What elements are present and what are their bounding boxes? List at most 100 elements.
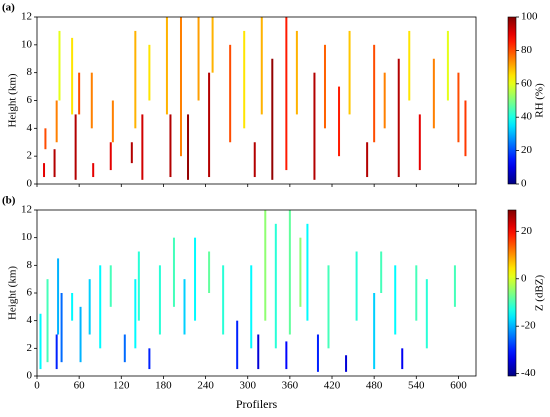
profile-segment bbox=[78, 72, 81, 115]
profile-segment bbox=[137, 251, 140, 321]
profile-segment bbox=[60, 293, 63, 363]
profile-segment bbox=[148, 348, 151, 370]
profile-segment bbox=[158, 265, 161, 335]
profile-segment bbox=[88, 279, 91, 335]
colorbar-tick-label: 0 bbox=[521, 178, 527, 190]
y-tick-label: 0 bbox=[27, 370, 33, 382]
x-tick-label: 600 bbox=[450, 380, 467, 392]
profile-segment bbox=[43, 163, 46, 178]
colorbar-tick-label: 60 bbox=[521, 77, 533, 89]
profile-segment bbox=[183, 279, 186, 335]
profile-segment bbox=[39, 313, 42, 370]
profile-segment bbox=[285, 17, 288, 171]
colorbar bbox=[507, 16, 517, 185]
x-axis-label: Profilers bbox=[236, 397, 278, 411]
profile-segment bbox=[323, 44, 326, 129]
profile-segment bbox=[306, 223, 309, 321]
profile-segment bbox=[425, 279, 428, 349]
y-axis-label: Height (km) bbox=[7, 266, 19, 320]
x-tick-label: 60 bbox=[74, 380, 86, 392]
profile-segment bbox=[79, 306, 82, 363]
profile-segment bbox=[211, 17, 214, 73]
colorbar-tick-label: 100 bbox=[521, 11, 538, 23]
profile-segment bbox=[141, 114, 144, 180]
colorbar-tick-label: -40 bbox=[521, 367, 536, 379]
profile-segment bbox=[299, 237, 302, 307]
y-tick-label: 8 bbox=[27, 259, 33, 271]
profile-segment bbox=[401, 348, 404, 370]
profile-segment bbox=[327, 265, 330, 349]
profile-segment bbox=[408, 30, 411, 101]
profile-segment bbox=[55, 334, 58, 370]
y-tick-label: 12 bbox=[21, 204, 32, 216]
colorbar-label: Z (dBZ) bbox=[534, 274, 546, 311]
profile-segment bbox=[57, 258, 60, 335]
x-tick-label: 540 bbox=[408, 380, 425, 392]
profile-segment bbox=[44, 128, 47, 150]
profile-segment bbox=[464, 100, 467, 157]
profile-segment bbox=[53, 149, 56, 178]
colorbar-tick-label: 40 bbox=[521, 111, 533, 123]
profile-segment bbox=[295, 30, 298, 115]
colorbar bbox=[507, 209, 517, 377]
profile-segment bbox=[457, 72, 460, 143]
profile-segment bbox=[229, 44, 232, 143]
profile-segment bbox=[453, 265, 456, 307]
profile-segment bbox=[197, 17, 200, 101]
profile-segment bbox=[148, 44, 151, 101]
profile-segment bbox=[348, 30, 351, 115]
y-tick-label: 12 bbox=[21, 11, 32, 23]
x-tick-label: 120 bbox=[113, 380, 130, 392]
profile-segment bbox=[366, 142, 369, 178]
profile-segment bbox=[243, 30, 246, 129]
x-tick-label: 360 bbox=[282, 380, 299, 392]
profile-segment bbox=[71, 293, 74, 321]
profile-segment bbox=[187, 114, 190, 180]
profile-segment bbox=[134, 279, 137, 349]
colorbar-tick-label: 0 bbox=[521, 272, 527, 284]
profile-segment bbox=[71, 37, 74, 115]
profile-segment bbox=[99, 265, 102, 349]
y-tick-label: 6 bbox=[27, 287, 33, 299]
profile-segment bbox=[208, 72, 211, 178]
profile-segment bbox=[92, 163, 95, 178]
profile-segment bbox=[345, 355, 348, 372]
profile-segment bbox=[285, 341, 288, 370]
y-tick-label: 6 bbox=[27, 94, 33, 106]
colorbar-label: RH (%) bbox=[534, 83, 546, 118]
profile-segment bbox=[55, 100, 58, 143]
profile-segment bbox=[172, 237, 175, 307]
panel-label: (a) bbox=[2, 2, 15, 14]
profile-segment bbox=[316, 334, 319, 372]
profile-segment bbox=[90, 72, 93, 129]
profile-segment bbox=[257, 334, 260, 370]
x-tick-label: 300 bbox=[239, 380, 256, 392]
profile-segment bbox=[236, 320, 239, 370]
profile-segment bbox=[46, 279, 49, 363]
profile-segment bbox=[446, 30, 449, 101]
profile-segment bbox=[373, 44, 376, 143]
y-tick-label: 10 bbox=[21, 231, 33, 243]
y-tick-label: 4 bbox=[27, 314, 33, 326]
y-tick-label: 2 bbox=[27, 342, 33, 354]
colorbar-tick-label: 20 bbox=[521, 225, 533, 237]
x-tick-label: 240 bbox=[197, 380, 214, 392]
profile-segment bbox=[260, 17, 263, 115]
profile-segment bbox=[111, 100, 114, 143]
profile-segment bbox=[271, 58, 274, 180]
profile-segment bbox=[134, 30, 137, 129]
y-tick-label: 4 bbox=[27, 122, 33, 134]
y-tick-label: 8 bbox=[27, 66, 33, 78]
profile-segment bbox=[253, 142, 256, 178]
profile-segment bbox=[123, 334, 126, 363]
profile-segment bbox=[415, 265, 418, 321]
profile-segment bbox=[179, 17, 182, 157]
colorbar-tick-label: 20 bbox=[521, 144, 533, 156]
profile-segment bbox=[165, 17, 168, 115]
profile-segment bbox=[418, 114, 421, 171]
y-tick-label: 2 bbox=[27, 150, 33, 162]
x-tick-label: 420 bbox=[324, 380, 341, 392]
profile-segment bbox=[383, 72, 386, 129]
colorbar-tick-label: 80 bbox=[521, 44, 533, 56]
